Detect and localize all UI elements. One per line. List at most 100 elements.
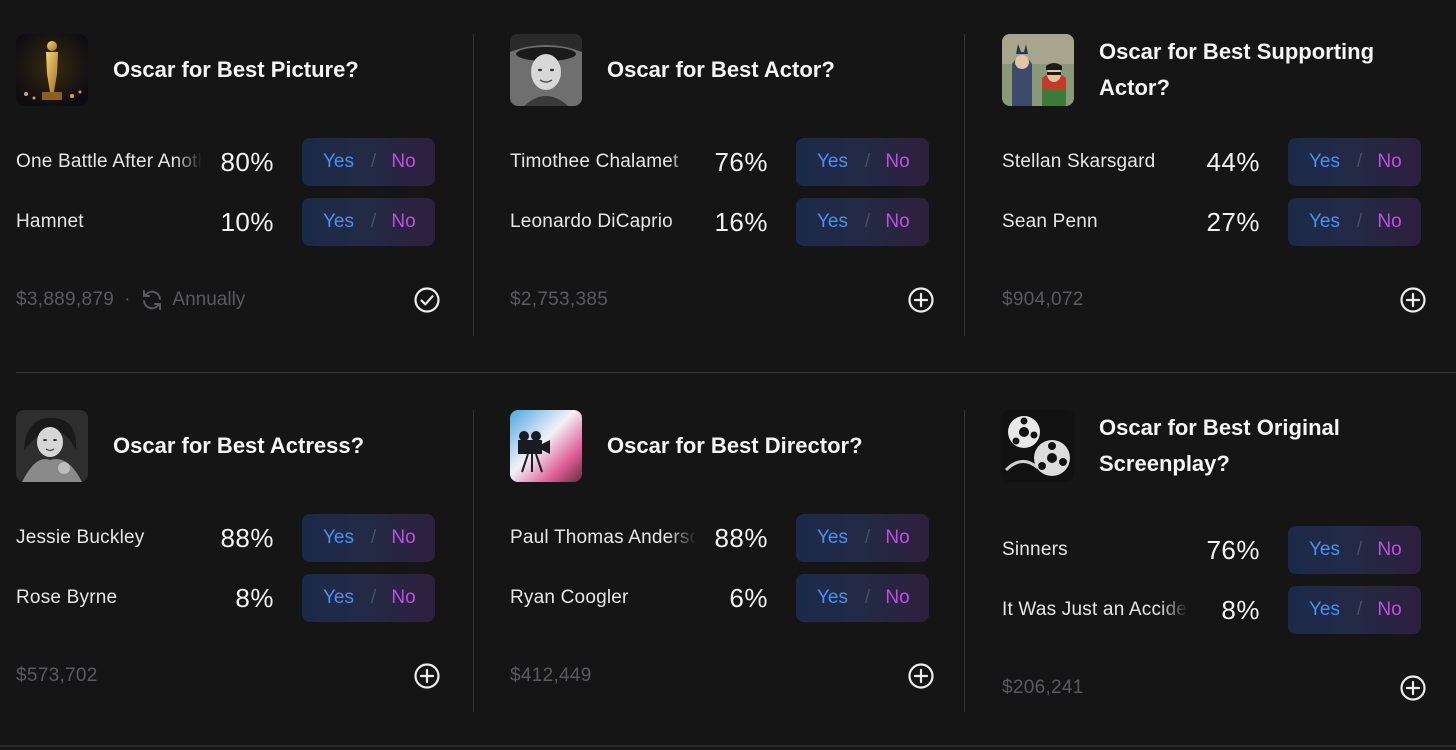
- market-thumbnail: [510, 410, 582, 482]
- option-name: Sean Penn: [1002, 211, 1098, 232]
- slash-separator: /: [864, 527, 871, 548]
- yes-button[interactable]: Yes: [323, 211, 354, 232]
- market-footer: $2,753,385: [510, 285, 935, 315]
- yes-no-toggle: Yes / No: [302, 138, 435, 186]
- market-title[interactable]: Oscar for Best Original Screenplay?: [1099, 415, 1340, 476]
- slash-separator: /: [370, 211, 377, 232]
- option-row: Jessie Buckley 88% Yes / No: [16, 513, 436, 563]
- market-title[interactable]: Oscar for Best Director?: [607, 433, 863, 458]
- slash-separator: /: [1356, 151, 1363, 172]
- no-button[interactable]: No: [391, 587, 416, 608]
- oscar-statue-icon: [16, 34, 88, 106]
- no-button[interactable]: No: [885, 211, 910, 232]
- plus-circle-icon[interactable]: [413, 662, 441, 690]
- market-thumbnail: [16, 410, 88, 482]
- yes-button[interactable]: Yes: [323, 527, 354, 548]
- market-footer: $573,702: [16, 661, 441, 691]
- option-percent: 88%: [220, 522, 274, 553]
- market-thumbnail: [16, 34, 88, 106]
- actress-portrait-icon: [16, 410, 88, 482]
- market-card-best-actress[interactable]: Oscar for Best Actress? Jessie Buckley 8…: [16, 410, 456, 689]
- volume-amount: $573,702: [16, 665, 98, 686]
- yes-no-toggle: Yes / No: [302, 198, 435, 246]
- yes-button[interactable]: Yes: [817, 587, 848, 608]
- slash-separator: /: [1356, 539, 1363, 560]
- market-card-best-original-screenplay[interactable]: Oscar for Best Original Screenplay? Sinn…: [1002, 410, 1442, 701]
- option-row: It Was Just an Accident 8% Yes / No: [1002, 585, 1422, 635]
- yes-no-toggle: Yes / No: [796, 514, 929, 562]
- yes-no-toggle: Yes / No: [796, 138, 929, 186]
- no-button[interactable]: No: [391, 151, 416, 172]
- yes-button[interactable]: Yes: [1309, 211, 1340, 232]
- yes-button[interactable]: Yes: [1309, 539, 1340, 560]
- no-button[interactable]: No: [391, 211, 416, 232]
- no-button[interactable]: No: [885, 587, 910, 608]
- option-name: Timothee Chalamet: [510, 151, 679, 172]
- volume-amount: $2,753,385: [510, 289, 609, 310]
- refresh-icon: [143, 290, 162, 310]
- market-card-best-director[interactable]: Oscar for Best Director? Paul Thomas And…: [510, 410, 950, 689]
- no-button[interactable]: No: [885, 527, 910, 548]
- yes-button[interactable]: Yes: [817, 527, 848, 548]
- no-button[interactable]: No: [1377, 151, 1402, 172]
- slash-separator: /: [864, 151, 871, 172]
- option-percent: 8%: [235, 582, 274, 613]
- plus-circle-icon[interactable]: [1399, 674, 1427, 702]
- option-percent: 10%: [220, 206, 274, 237]
- option-name: Sinners: [1002, 539, 1068, 560]
- market-title[interactable]: Oscar for Best Supporting Actor?: [1099, 39, 1375, 100]
- column-divider: [473, 410, 474, 712]
- option-row: Sinners 76% Yes / No: [1002, 525, 1422, 575]
- option-row: Hamnet 10% Yes / No: [16, 197, 436, 247]
- slash-separator: /: [1356, 599, 1363, 620]
- option-row: Leonardo DiCaprio 16% Yes / No: [510, 197, 930, 247]
- superheroes-icon: [1002, 34, 1074, 106]
- yes-button[interactable]: Yes: [817, 151, 848, 172]
- yes-button[interactable]: Yes: [1309, 151, 1340, 172]
- market-card-best-supporting-actor[interactable]: Oscar for Best Supporting Actor? Stellan…: [1002, 34, 1442, 313]
- yes-button[interactable]: Yes: [1309, 599, 1340, 620]
- option-percent: 76%: [714, 146, 768, 177]
- market-card-best-actor[interactable]: Oscar for Best Actor? Timothee Chalamet …: [510, 34, 950, 313]
- volume-amount: $904,072: [1002, 289, 1084, 310]
- option-percent: 16%: [714, 206, 768, 237]
- market-footer: $904,072: [1002, 285, 1427, 315]
- volume-amount: $412,449: [510, 665, 592, 686]
- option-percent: 76%: [1206, 534, 1260, 565]
- market-title[interactable]: Oscar for Best Actress?: [113, 433, 365, 458]
- market-footer: $3,889,879 · Annually: [16, 285, 441, 315]
- market-title[interactable]: Oscar for Best Picture?: [113, 57, 359, 82]
- no-button[interactable]: No: [1377, 599, 1402, 620]
- option-row: Stellan Skarsgard 44% Yes / No: [1002, 137, 1422, 187]
- no-button[interactable]: No: [391, 527, 416, 548]
- yes-no-toggle: Yes / No: [1288, 526, 1421, 574]
- no-button[interactable]: No: [1377, 211, 1402, 232]
- no-button[interactable]: No: [885, 151, 910, 172]
- market-footer: $206,241: [1002, 673, 1427, 703]
- market-thumbnail: [510, 34, 582, 106]
- market-title[interactable]: Oscar for Best Actor?: [607, 57, 835, 82]
- yes-button[interactable]: Yes: [323, 151, 354, 172]
- plus-circle-icon[interactable]: [907, 286, 935, 314]
- slash-separator: /: [1356, 211, 1363, 232]
- film-camera-icon: [510, 410, 582, 482]
- option-name: One Battle After Another: [16, 151, 202, 172]
- yes-no-toggle: Yes / No: [796, 574, 929, 622]
- yes-no-toggle: Yes / No: [1288, 138, 1421, 186]
- yes-button[interactable]: Yes: [323, 587, 354, 608]
- plus-circle-icon[interactable]: [907, 662, 935, 690]
- market-thumbnail: [1002, 34, 1074, 106]
- option-name: Leonardo DiCaprio: [510, 211, 673, 232]
- option-name: It Was Just an Accident: [1002, 599, 1188, 620]
- option-name: Rose Byrne: [16, 587, 118, 608]
- slash-separator: /: [864, 211, 871, 232]
- option-percent: 44%: [1206, 146, 1260, 177]
- option-row: Ryan Coogler 6% Yes / No: [510, 573, 930, 623]
- column-divider: [964, 34, 965, 336]
- no-button[interactable]: No: [1377, 539, 1402, 560]
- plus-circle-icon[interactable]: [1399, 286, 1427, 314]
- yes-button[interactable]: Yes: [817, 211, 848, 232]
- market-card-best-picture[interactable]: Oscar for Best Picture? One Battle After…: [16, 34, 456, 313]
- market-footer: $412,449: [510, 661, 935, 691]
- check-circle-icon[interactable]: [413, 286, 441, 314]
